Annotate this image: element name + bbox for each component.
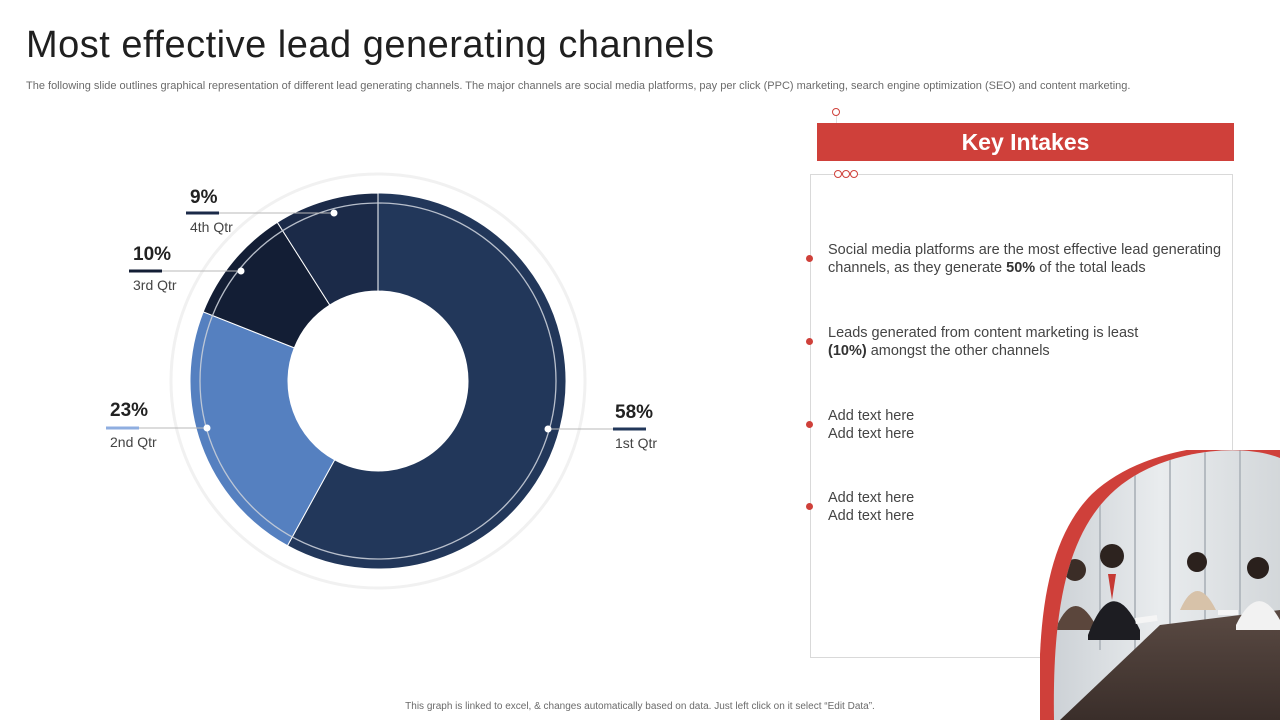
key-intakes-panel [810, 174, 1233, 658]
slice-4th-qtr[interactable] [276, 192, 379, 306]
page-subtitle: The following slide outlines graphical r… [26, 80, 1131, 92]
header-ring-top [832, 108, 840, 116]
header-dot-2 [842, 170, 850, 178]
data-label-3rd-qtr: 10% [133, 244, 171, 265]
key-point-4-line1: Add text here [828, 490, 915, 506]
slice-2nd-qtr[interactable] [189, 311, 336, 547]
header-connector-top [836, 110, 837, 123]
key-point-3: Add text here Add text here [828, 407, 1228, 443]
key-point-1: Social media platforms are the most effe… [828, 242, 1222, 276]
chart-outer-halo [169, 172, 587, 590]
category-label-3rd-qtr: 3rd Qtr [133, 277, 177, 293]
key-point-3-line2: Add text here [828, 426, 915, 442]
data-label-2nd-qtr: 23% [110, 400, 148, 421]
header-dot-3 [850, 170, 858, 178]
header-dot-1 [834, 170, 842, 178]
category-label-4th-qtr: 4th Qtr [190, 219, 233, 235]
bullet-dot [806, 338, 813, 345]
key-point-4-line2: Add text here [828, 508, 915, 524]
chart-leader-lines [106, 209, 646, 433]
leader-dot-4th-qtr [330, 209, 338, 217]
category-label-2nd-qtr: 2nd Qtr [110, 434, 157, 450]
bullet-dot [806, 421, 813, 428]
chart-slices [189, 192, 567, 570]
chart-guide-ring [199, 202, 557, 560]
business-meeting-photo [1040, 450, 1280, 720]
key-point-4: Add text here Add text here [828, 489, 1228, 525]
category-label-1st-qtr: 1st Qtr [615, 435, 657, 451]
key-point-3-line1: Add text here [828, 408, 915, 424]
leader-dot-3rd-qtr [237, 267, 245, 275]
bullet-dot [806, 255, 813, 262]
slice-1st-qtr[interactable] [286, 192, 567, 570]
data-label-1st-qtr: 58% [615, 402, 653, 423]
key-intakes-heading: Key Intakes [817, 123, 1234, 161]
chart-data-labels: 58% 1st Qtr 23% 2nd Qtr 10% 3rd Qtr 9% 4th Qtr [110, 187, 657, 451]
donut-chart[interactable]: 58% 1st Qtr 23% 2nd Qtr 10% 3rd Qtr 9% 4th Qtr [0, 0, 800, 700]
chart-footnote: This graph is linked to excel, & changes… [405, 701, 875, 712]
key-point-2: Leads generated from content marketing i… [828, 325, 1139, 359]
leader-dot-2nd-qtr [203, 424, 211, 432]
page-title: Most effective lead generating channels [26, 24, 715, 66]
bullet-dot [806, 503, 813, 510]
leader-dot-1st-qtr [544, 425, 552, 433]
data-label-4th-qtr: 9% [190, 187, 218, 208]
